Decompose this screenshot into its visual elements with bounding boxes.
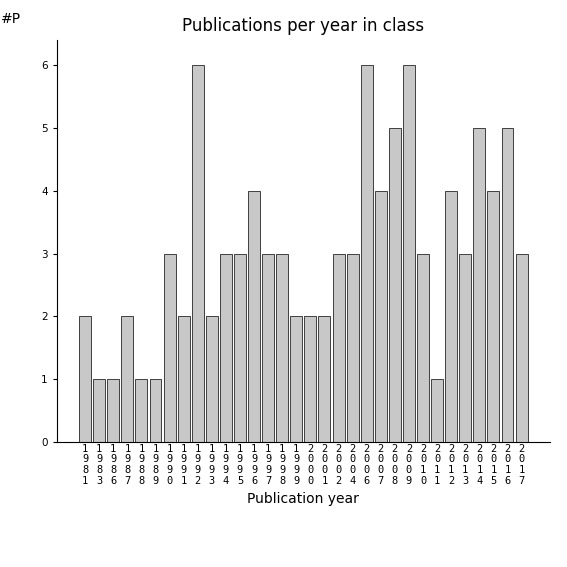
Bar	[375, 191, 387, 442]
Bar	[445, 191, 457, 442]
Bar	[276, 253, 288, 442]
Bar	[346, 253, 358, 442]
Bar	[136, 379, 147, 442]
Bar	[150, 379, 162, 442]
Bar	[515, 253, 527, 442]
Bar	[319, 316, 331, 442]
Bar	[177, 316, 189, 442]
Bar	[248, 191, 260, 442]
Bar	[473, 128, 485, 442]
Bar	[403, 65, 415, 442]
Bar	[502, 128, 514, 442]
Bar	[206, 316, 218, 442]
Bar	[389, 128, 401, 442]
Bar	[107, 379, 119, 442]
Bar	[488, 191, 500, 442]
Bar	[361, 65, 373, 442]
Bar	[304, 316, 316, 442]
Bar	[164, 253, 176, 442]
Text: #P: #P	[1, 12, 22, 26]
Bar	[459, 253, 471, 442]
Bar	[121, 316, 133, 442]
Bar	[262, 253, 274, 442]
Bar	[234, 253, 246, 442]
Bar	[220, 253, 232, 442]
Bar	[93, 379, 105, 442]
Bar	[290, 316, 302, 442]
X-axis label: Publication year: Publication year	[247, 492, 359, 506]
Bar	[431, 379, 443, 442]
Bar	[79, 316, 91, 442]
Bar	[192, 65, 204, 442]
Bar	[417, 253, 429, 442]
Bar	[333, 253, 345, 442]
Title: Publications per year in class: Publications per year in class	[182, 18, 425, 35]
